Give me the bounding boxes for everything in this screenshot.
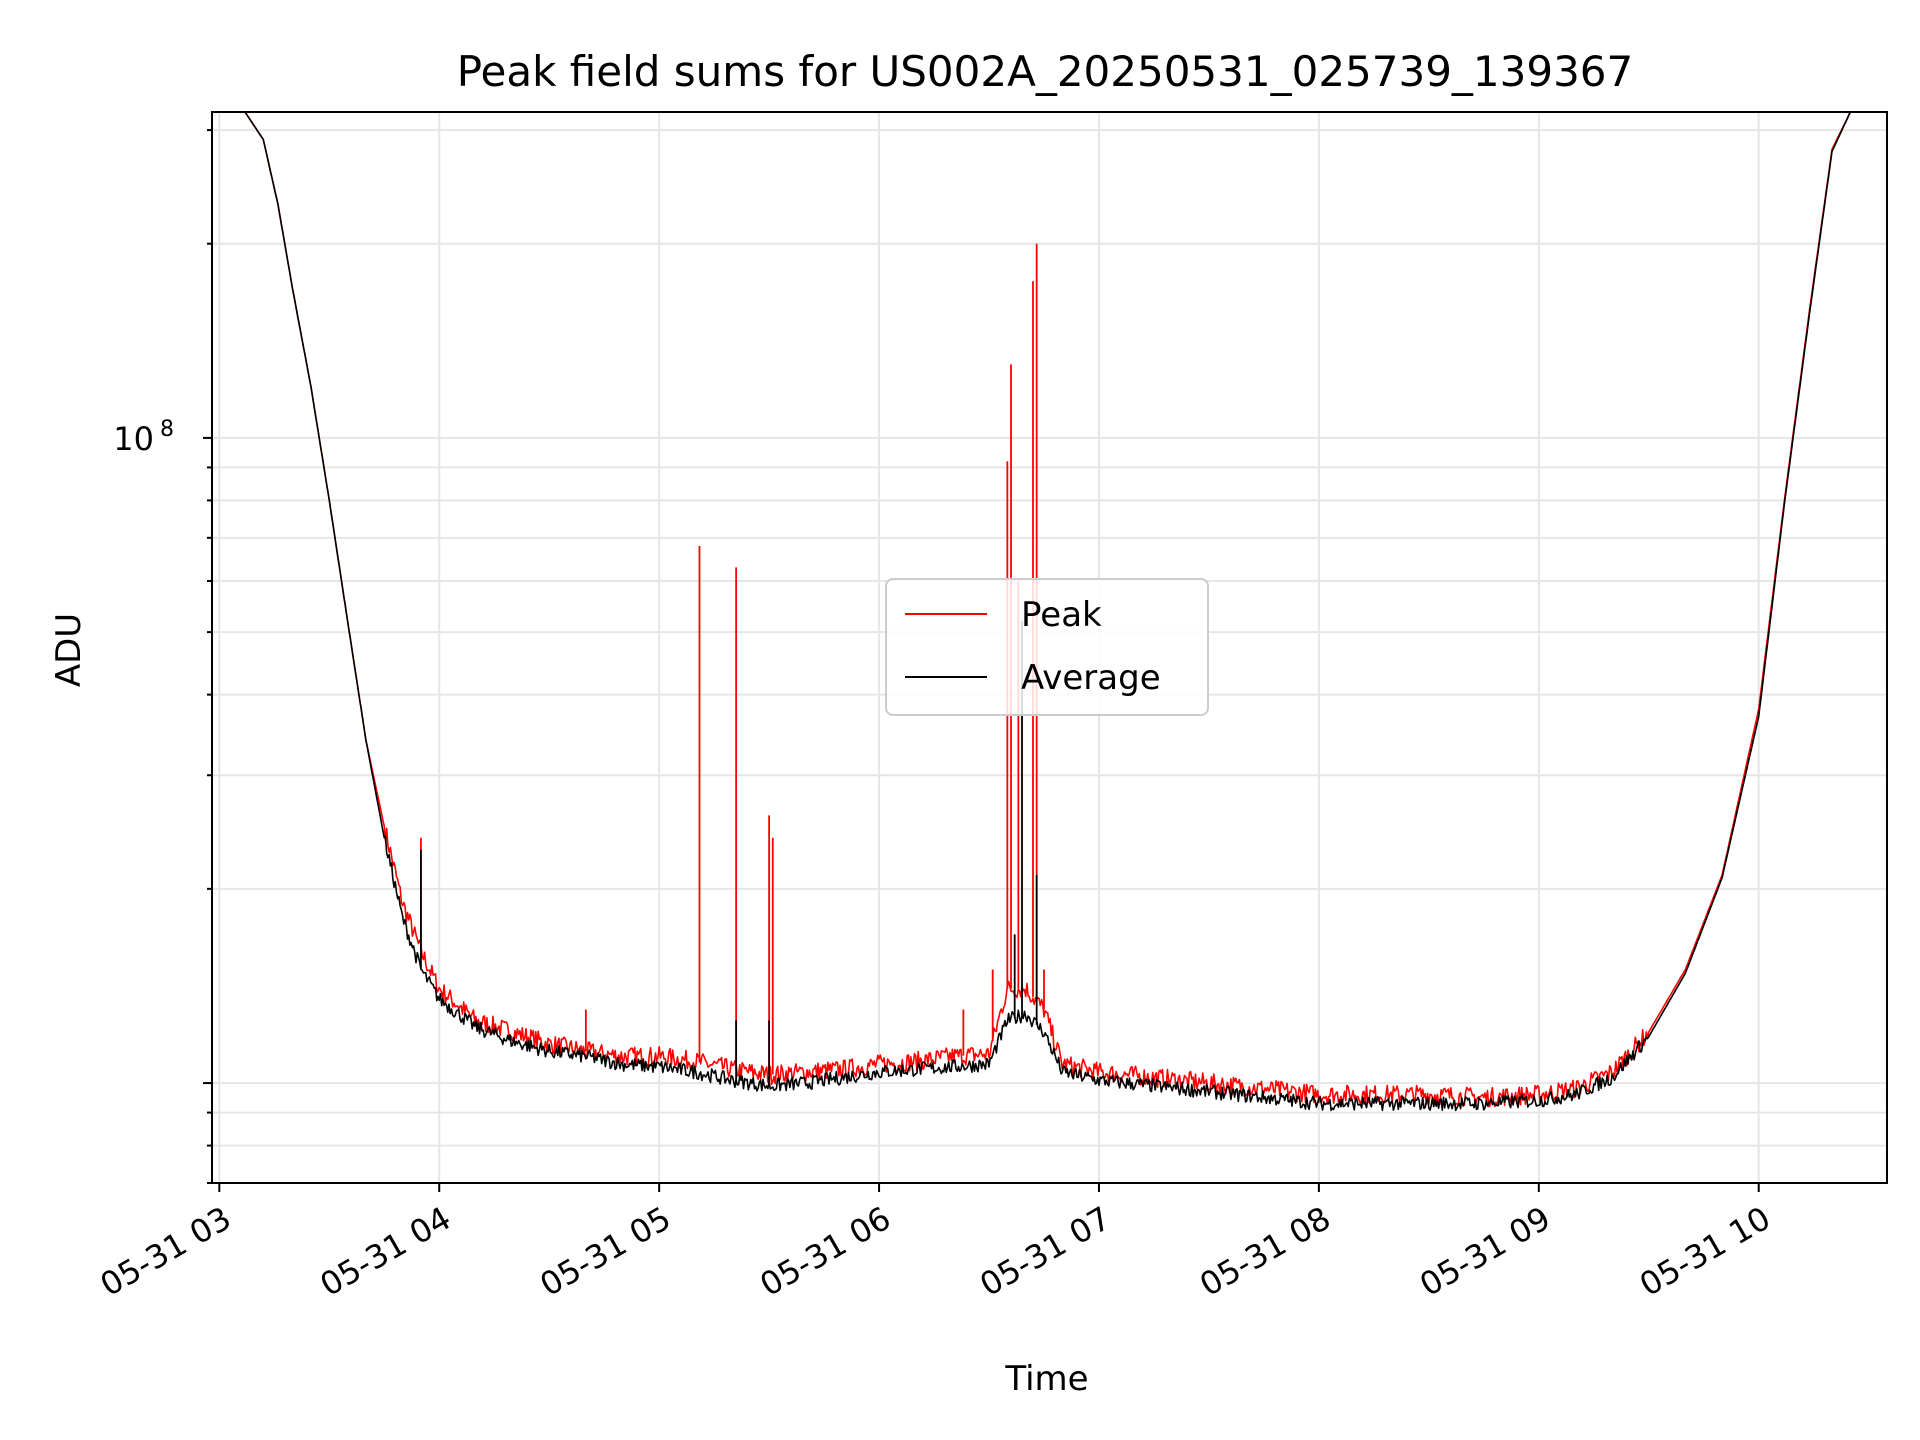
y-tick-exponent: 8 xyxy=(160,417,174,442)
legend-label-average: Average xyxy=(1021,658,1161,698)
y-tick-label: 10 xyxy=(113,420,154,458)
y-axis-label: ADU xyxy=(49,613,89,687)
series-line-average xyxy=(219,111,1852,1112)
y-tick-base: 10 xyxy=(113,420,154,458)
grid xyxy=(212,112,1887,1184)
chart-title: Peak field sums for US002A_20250531_0257… xyxy=(457,47,1634,96)
legend-label-peak: Peak xyxy=(1021,595,1102,635)
plot-frame xyxy=(211,111,1888,1184)
legend: Peak Average xyxy=(885,578,1209,716)
x-axis-label: Time xyxy=(1004,1359,1088,1399)
